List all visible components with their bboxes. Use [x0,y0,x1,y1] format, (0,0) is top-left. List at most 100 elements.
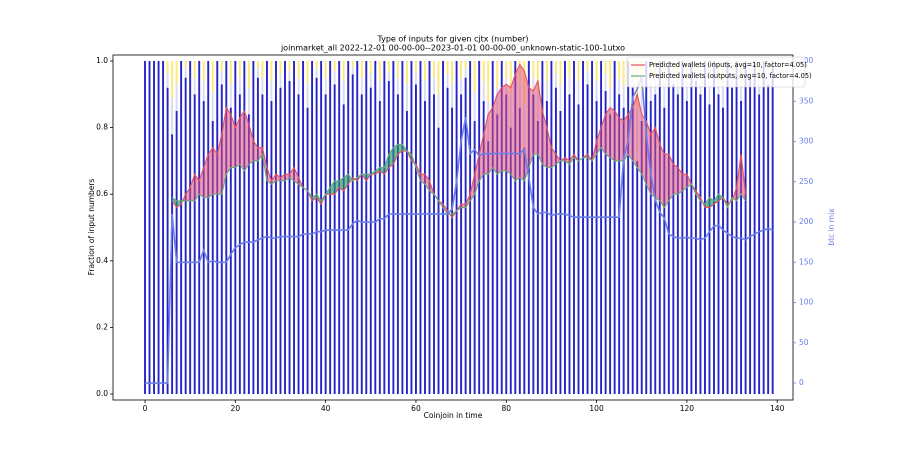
bar-segment [645,60,648,395]
bar-segment [184,67,187,78]
bar-segment [523,147,526,395]
bar-segment [505,60,508,78]
between-fill [257,147,263,161]
bar-segment [604,60,607,75]
bar-segment [261,77,264,95]
bar-segment [600,60,603,395]
between-fill [375,167,380,175]
bar-segment [144,60,146,395]
bar-segment [437,60,440,95]
bar-segment [315,60,318,68]
between-fill [610,107,615,161]
bar-segment [270,100,273,395]
between-fill [339,177,344,191]
bar-segment [667,60,670,395]
bar-segment [229,107,232,395]
x-tick-label: 20 [231,404,241,413]
bar-segment [175,60,178,85]
y-tick-label: 0.4 [96,256,108,265]
bar-segment [586,84,589,395]
bar-segment [405,60,408,85]
bar-segment [545,60,548,81]
between-fill [659,144,665,208]
between-fill [239,110,245,171]
bar-segment [514,60,517,395]
legend-label: Predicted wallets (inputs, avg=10, facto… [649,61,807,69]
between-fill [533,80,538,155]
bar-segment [265,60,268,395]
bar-segment [338,60,341,395]
bar-segment [220,84,223,395]
between-fill [230,114,236,168]
between-fill [334,180,340,195]
bar-segment [256,67,259,78]
bar-segment [360,77,363,95]
bar-segment [591,60,594,395]
y2-axis-label: btc in mix [827,208,836,246]
bar-segment [387,80,390,395]
between-fill [420,174,425,185]
bar-segment [261,60,264,78]
between-fill [185,187,191,201]
bar-segment [238,77,241,95]
bar-segment [482,80,485,101]
bar-segment [166,74,169,88]
bar-segment [740,80,743,101]
bar-segment [762,60,765,395]
bar-segment [577,104,580,395]
bar-segment [324,60,327,78]
bar-segment [464,67,467,78]
bar-segment [676,94,679,395]
bar-segment [464,77,467,395]
bar-segment [618,94,621,395]
bar-segment [378,80,381,101]
x-tick-label: 40 [321,404,331,413]
bar-segment [220,70,223,85]
bar-segment [568,94,571,395]
bar-segment [564,60,566,395]
bar-segment [478,60,481,395]
bar-segment [369,87,372,395]
bar-segment [288,70,291,81]
bar-segment [559,110,562,395]
bar-segment [532,94,535,395]
bar-segment [473,90,476,121]
x-tick-label: 0 [143,404,148,413]
between-fill [614,110,620,161]
bar-segment [360,60,363,78]
bar-segment [559,60,562,85]
between-fill [176,200,182,208]
between-fill [244,110,249,171]
bar-segment [279,60,282,75]
bar-segment [162,60,165,395]
between-fill [664,154,669,208]
bar-segment [229,84,232,108]
bar-segment [536,60,539,91]
bar-segment [631,87,634,395]
x-tick-label: 140 [770,404,785,413]
bar-segment [243,60,246,395]
bar-segment [293,60,295,395]
bar-segment [351,60,354,68]
between-fill [194,174,200,201]
bar-segment [360,94,363,395]
bar-segment [414,84,417,395]
bar-segment [428,60,431,395]
bar-segment [238,60,241,78]
bar-segment [487,60,490,101]
bar-segment [396,77,399,95]
bar-segment [369,60,372,75]
bar-segment [324,77,327,95]
bar-segment [690,60,693,395]
between-fill [655,127,660,201]
bar-segment [618,77,621,95]
bar-segment [568,77,571,95]
bar-segment [184,77,187,395]
between-fill [519,64,525,181]
x-tick-label: 80 [501,404,511,413]
between-fill [497,87,502,175]
between-fill [605,107,611,158]
between-fill [284,174,290,181]
bar-segment [225,60,228,395]
bar-segment [329,60,332,395]
